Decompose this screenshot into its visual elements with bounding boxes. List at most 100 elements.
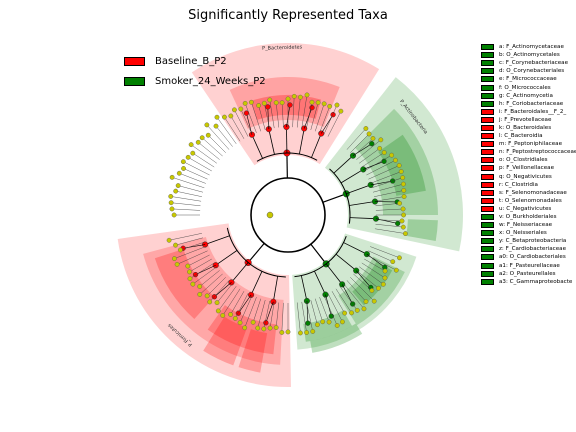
taxa-key-label: c: F_Corynebacteriaceae xyxy=(499,60,569,67)
leaf-branch xyxy=(371,177,403,188)
taxa-key-label: v: O_Burkholderiales xyxy=(499,214,557,221)
leaf-node xyxy=(349,310,354,316)
taxa-key-swatch xyxy=(481,214,494,221)
leaf-branch xyxy=(374,228,406,234)
branch-line xyxy=(325,263,343,285)
leaf-branch xyxy=(172,177,205,188)
leaf-branch xyxy=(258,105,266,131)
branch-line xyxy=(265,301,274,323)
taxa-key-item: c: F_Corynebacteriaceae xyxy=(481,59,576,67)
leaf-branch xyxy=(361,262,386,279)
leaf-branch xyxy=(331,291,345,314)
leaf-branch xyxy=(216,283,233,303)
leaf-node xyxy=(399,218,405,224)
leaf-node xyxy=(363,299,369,305)
taxa-key-item: a0: O_Cardiobacteriales xyxy=(481,253,576,261)
leaf-node xyxy=(213,123,219,129)
leaf-branch xyxy=(315,103,325,132)
leaf-node xyxy=(326,319,332,325)
taxa-key-swatch xyxy=(481,262,494,269)
taxa-key-item: v: O_Burkholderiales xyxy=(481,213,576,221)
leaf-branch xyxy=(306,301,313,332)
leaf-branch xyxy=(234,109,249,137)
taxa-key-item: a3: C_Gammaproteobacte xyxy=(481,278,576,286)
branch-line xyxy=(299,128,305,155)
branch-line xyxy=(231,262,249,283)
leaf-branch xyxy=(364,154,392,172)
leaf-branch xyxy=(323,104,338,135)
leaf-branch xyxy=(206,124,230,150)
leaf-branch xyxy=(368,165,400,180)
leaf-node xyxy=(304,92,310,98)
leaf-branch xyxy=(315,298,323,322)
leaf-branch xyxy=(375,208,404,211)
leaf-branch xyxy=(359,266,384,285)
leaf-node xyxy=(380,281,386,287)
branch-line xyxy=(310,243,327,265)
taxa-key-swatch xyxy=(481,52,494,59)
taxa-key-label: s: F_Selenomonadaceae xyxy=(499,189,567,196)
clade-highlight xyxy=(191,43,380,166)
leaf-branch xyxy=(370,246,400,258)
taxa-key-swatch xyxy=(481,60,494,67)
leaf-node xyxy=(204,122,210,128)
root-ring xyxy=(250,177,326,253)
taxa-key-swatch xyxy=(481,141,494,148)
leaf-node xyxy=(173,188,179,194)
leaf-node xyxy=(315,100,321,105)
clade-highlight xyxy=(378,134,426,196)
leaf-branch xyxy=(192,152,215,168)
leaf-branch xyxy=(301,301,307,333)
branch-line xyxy=(246,113,253,135)
taxa-key-item: l: C_Bacteroidia xyxy=(481,132,576,140)
leaf-node xyxy=(214,114,220,120)
leaf-node xyxy=(190,150,196,156)
leaf-node xyxy=(363,126,369,131)
leaf-node xyxy=(242,325,248,331)
leaf-branch xyxy=(319,297,330,323)
leaf-branch xyxy=(374,190,404,197)
branch-line xyxy=(322,193,347,203)
legend-swatch-baseline xyxy=(124,56,145,66)
leaf-branch xyxy=(230,115,245,139)
leaf-node xyxy=(187,269,192,275)
taxa-key-item: w: F_Neisseriaceae xyxy=(481,221,576,229)
taxa-key-swatch xyxy=(481,173,494,180)
root-node xyxy=(266,211,274,219)
leaf-branch xyxy=(235,293,249,319)
leaf-node xyxy=(297,94,303,100)
leaf-node xyxy=(309,99,315,105)
branch-line xyxy=(375,218,398,224)
taxa-key-item: z: F_Cardiobacteriaceae xyxy=(481,245,576,253)
legend-label-smoker: Smoker_24_Weeks_P2 xyxy=(155,75,266,87)
branch-line xyxy=(341,284,353,305)
leaf-node xyxy=(204,293,210,299)
taxa-key-swatch xyxy=(481,133,494,140)
taxa-key-swatch xyxy=(481,254,494,261)
leaf-branch xyxy=(244,103,257,133)
leaf-node xyxy=(214,300,220,306)
leaf-branch xyxy=(375,203,400,207)
leaf-branch xyxy=(353,273,373,291)
taxa-key-item: f: O_Micrococcales xyxy=(481,83,576,91)
leaf-branch xyxy=(230,291,245,315)
leaf-node xyxy=(340,319,345,325)
leaf-node xyxy=(228,113,234,119)
branch-line xyxy=(311,133,322,158)
leaf-branch xyxy=(215,125,233,147)
leaf-node xyxy=(400,206,406,212)
leaf-node xyxy=(185,263,191,269)
taxa-key-label: j: F_Prevotellaceae xyxy=(499,116,552,123)
leaf-node xyxy=(400,224,406,230)
taxa-key-item: g: C_Actinomycetia xyxy=(481,92,576,100)
leaf-branch xyxy=(327,111,342,137)
leaf-branch xyxy=(327,293,343,322)
leaf-branch xyxy=(189,262,215,279)
leaf-node xyxy=(197,284,203,289)
taxon-node xyxy=(263,320,269,326)
leaf-node xyxy=(397,200,403,206)
leaf-node xyxy=(402,231,408,236)
taxa-key-label: h: F_Coriobacteriaceae xyxy=(499,100,564,107)
taxa-key-item: u: C_Negativicutes xyxy=(481,205,576,213)
taxa-key-swatch xyxy=(481,189,494,196)
